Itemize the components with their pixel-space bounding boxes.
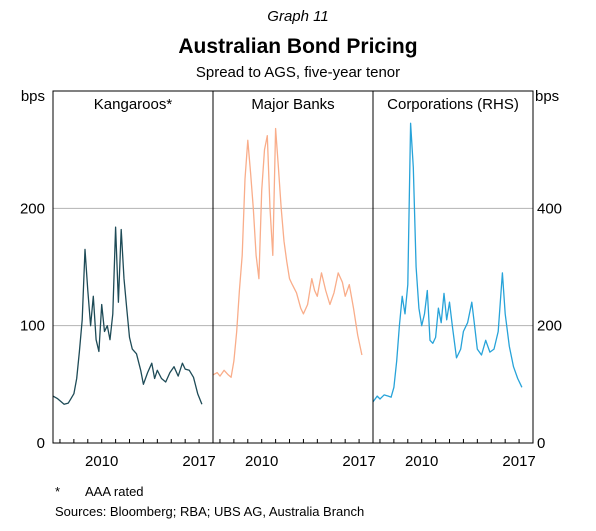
x-tick-label: 2010	[405, 453, 438, 470]
left-axis-label: bps	[21, 88, 45, 105]
x-tick-label: 2010	[85, 453, 118, 470]
x-tick-label: 2010	[245, 453, 278, 470]
axis-text: 0 100 200 0 200 400 bps bps Kangaroos* 2010 2017 Ma…	[20, 88, 562, 470]
series-line-3	[372, 122, 523, 403]
panel-title: Major Banks	[251, 96, 334, 113]
panel-title: Kangaroos*	[94, 96, 173, 113]
panel-title: Corporations (RHS)	[387, 96, 519, 113]
x-tick-label: 2017	[342, 453, 375, 470]
plot-border	[52, 90, 534, 444]
right-axis-tick-label: 400	[537, 200, 562, 217]
chart-title: Australian Bond Pricing	[178, 35, 418, 58]
panel-frame	[52, 90, 534, 444]
series-line-1	[52, 226, 203, 405]
series-lines	[52, 122, 523, 405]
sources-note: Sources: Bloomberg; RBA; UBS AG, Austral…	[55, 504, 365, 519]
x-tick-label: 2017	[502, 453, 535, 470]
graph-label: Graph 11	[267, 8, 329, 25]
left-axis-tick-label: 0	[37, 435, 45, 452]
x-tick-label: 2017	[182, 453, 215, 470]
right-axis-tick-label: 0	[537, 435, 545, 452]
chart-subtitle: Spread to AGS, five-year tenor	[195, 64, 401, 81]
left-axis-tick-label: 200	[20, 200, 45, 217]
footnote-text: AAA rated	[85, 484, 144, 499]
right-axis-label: bps	[535, 88, 559, 105]
right-axis-tick-label: 200	[537, 318, 562, 335]
footnote-marker: *	[55, 484, 61, 499]
grid-lines	[53, 207, 533, 327]
left-axis-tick-label: 100	[20, 318, 45, 335]
series-line-2	[212, 127, 363, 378]
